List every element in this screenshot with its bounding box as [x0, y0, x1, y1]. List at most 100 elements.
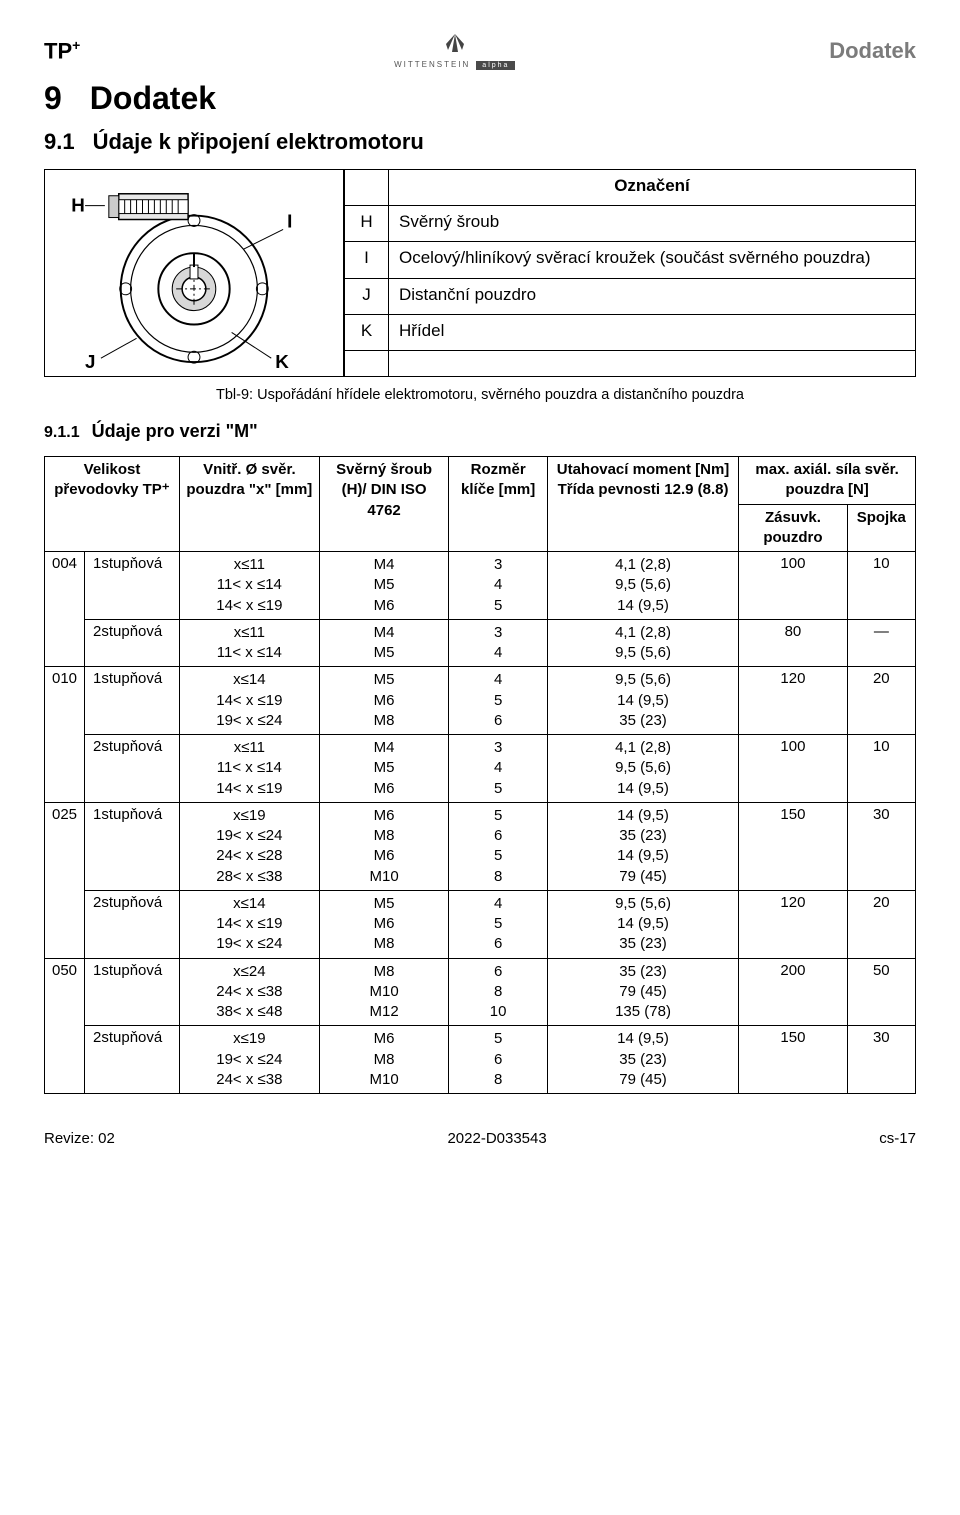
cell-force-a: 120: [739, 890, 847, 958]
cell-screw: M6M8M6M10: [319, 802, 449, 890]
th-force-a: Zásuvk. pouzdro: [739, 504, 847, 552]
legend-val: Hřídel: [389, 314, 916, 350]
legend-head: Označení: [389, 170, 916, 206]
th-torque: Utahovací moment [Nm] Třída pevnosti 12.…: [547, 457, 738, 552]
brand-tag: alpha: [476, 61, 515, 70]
cell-force-b: 50: [847, 958, 915, 1026]
product-label: TP+: [44, 37, 80, 64]
cell-screw: M4M5: [319, 619, 449, 667]
cell-torque: 4,1 (2,8)9,5 (5,6)14 (9,5): [547, 552, 738, 620]
h3: 9.1.1 Údaje pro verzi "M": [44, 421, 916, 442]
cell-torque: 14 (9,5)35 (23)14 (9,5)79 (45): [547, 802, 738, 890]
legend-table: Označení HSvěrný šroub IOcelový/hliníkov…: [344, 169, 916, 377]
cell-torque: 35 (23)79 (45)135 (78): [547, 958, 738, 1026]
cell-size: 010: [45, 667, 85, 803]
cell-force-b: 20: [847, 890, 915, 958]
cell-stage: 2stupňová: [85, 1026, 180, 1094]
th-x: Vnitř. Ø svěr. pouzdra "x" [mm]: [180, 457, 320, 552]
h3-title: Údaje pro verzi "M": [92, 421, 258, 441]
cell-stage: 1stupňová: [85, 667, 180, 735]
h3-num: 9.1.1: [44, 424, 80, 441]
cell-size: 050: [45, 958, 85, 1094]
cell-x: x≤1414< x ≤1919< x ≤24: [180, 667, 320, 735]
footer-left: Revize: 02: [44, 1130, 115, 1147]
cell-key: 34: [449, 619, 547, 667]
brand-logo: WITTENSTEIN alpha: [80, 32, 829, 70]
cell-x: x≤1111< x ≤14: [180, 619, 320, 667]
cell-key: 456: [449, 890, 547, 958]
th-force-b: Spojka: [847, 504, 915, 552]
fig-label-K: K: [275, 351, 289, 372]
th-key: Rozměr klíče [mm]: [449, 457, 547, 552]
brand-name: WITTENSTEIN: [394, 60, 470, 69]
fig-label-I: I: [287, 210, 292, 231]
cell-torque: 9,5 (5,6)14 (9,5)35 (23): [547, 667, 738, 735]
fig-label-H: H: [71, 195, 85, 216]
page-header: TP+ WITTENSTEIN alpha Dodatek: [44, 32, 916, 70]
legend-key: K: [345, 314, 389, 350]
cell-x: x≤1919< x ≤2424< x ≤2828< x ≤38: [180, 802, 320, 890]
cell-size: 025: [45, 802, 85, 958]
fig-label-J: J: [85, 351, 95, 372]
legend-key: H: [345, 206, 389, 242]
th-screw: Svěrný šroub (H)/ DIN ISO 4762: [319, 457, 449, 552]
cell-force-a: 120: [739, 667, 847, 735]
figure-box: H I J K: [44, 169, 344, 377]
cell-key: 5658: [449, 802, 547, 890]
table-caption: Tbl-9: Uspořádání hřídele elektromotoru,…: [44, 387, 916, 403]
cell-force-a: 200: [739, 958, 847, 1026]
h1-title: Dodatek: [90, 80, 216, 116]
legend-key: I: [345, 242, 389, 278]
cell-torque: 9,5 (5,6)14 (9,5)35 (23): [547, 890, 738, 958]
cell-force-b: 10: [847, 735, 915, 803]
cell-force-a: 150: [739, 802, 847, 890]
cell-x: x≤2424< x ≤3838< x ≤48: [180, 958, 320, 1026]
cell-force-a: 80: [739, 619, 847, 667]
cell-stage: 1stupňová: [85, 958, 180, 1026]
cell-screw: M5M6M8: [319, 667, 449, 735]
section-label: Dodatek: [829, 38, 916, 64]
legend-val: Svěrný šroub: [389, 206, 916, 242]
cell-x: x≤1414< x ≤1919< x ≤24: [180, 890, 320, 958]
cell-key: 345: [449, 552, 547, 620]
cell-screw: M6M8M10: [319, 1026, 449, 1094]
product-name: TP: [44, 39, 72, 64]
cell-key: 345: [449, 735, 547, 803]
legend-key: J: [345, 278, 389, 314]
cell-force-b: 30: [847, 802, 915, 890]
data-table: Velikost převodovky TP⁺ Vnitř. Ø svěr. p…: [44, 456, 916, 1094]
h2: 9.1 Údaje k připojení elektromotoru: [44, 129, 916, 155]
logo-icon: [438, 32, 472, 54]
cell-force-b: 30: [847, 1026, 915, 1094]
h2-num: 9.1: [44, 129, 75, 154]
cell-screw: M5M6M8: [319, 890, 449, 958]
cell-x: x≤1111< x ≤1414< x ≤19: [180, 552, 320, 620]
product-sup: +: [72, 37, 80, 53]
th-size: Velikost převodovky TP⁺: [45, 457, 180, 552]
cell-force-a: 150: [739, 1026, 847, 1094]
cell-key: 568: [449, 1026, 547, 1094]
figure-and-legend: H I J K Označení HSvěrný šroub IOcelový/…: [44, 169, 916, 377]
cell-torque: 4,1 (2,8)9,5 (5,6)14 (9,5): [547, 735, 738, 803]
legend-val: Distanční pouzdro: [389, 278, 916, 314]
cell-size: 004: [45, 552, 85, 667]
h2-title: Údaje k připojení elektromotoru: [93, 129, 424, 154]
cell-screw: M4M5M6: [319, 552, 449, 620]
cell-screw: M4M5M6: [319, 735, 449, 803]
cell-force-b: 20: [847, 667, 915, 735]
cell-key: 6810: [449, 958, 547, 1026]
cell-stage: 2stupňová: [85, 735, 180, 803]
cell-key: 456: [449, 667, 547, 735]
cell-force-a: 100: [739, 735, 847, 803]
th-force: max. axiál. síla svěr. pouzdra [N]: [739, 457, 916, 505]
cell-stage: 1stupňová: [85, 802, 180, 890]
footer-center: 2022-D033543: [447, 1130, 546, 1147]
h1: 9Dodatek: [44, 80, 916, 117]
footer-right: cs-17: [879, 1130, 916, 1147]
cell-force-a: 100: [739, 552, 847, 620]
cell-torque: 4,1 (2,8)9,5 (5,6): [547, 619, 738, 667]
legend-val: Ocelový/hliníkový svěrací kroužek (součá…: [389, 242, 916, 278]
cell-force-b: —: [847, 619, 915, 667]
cell-x: x≤1919< x ≤2424< x ≤38: [180, 1026, 320, 1094]
cell-screw: M8M10M12: [319, 958, 449, 1026]
